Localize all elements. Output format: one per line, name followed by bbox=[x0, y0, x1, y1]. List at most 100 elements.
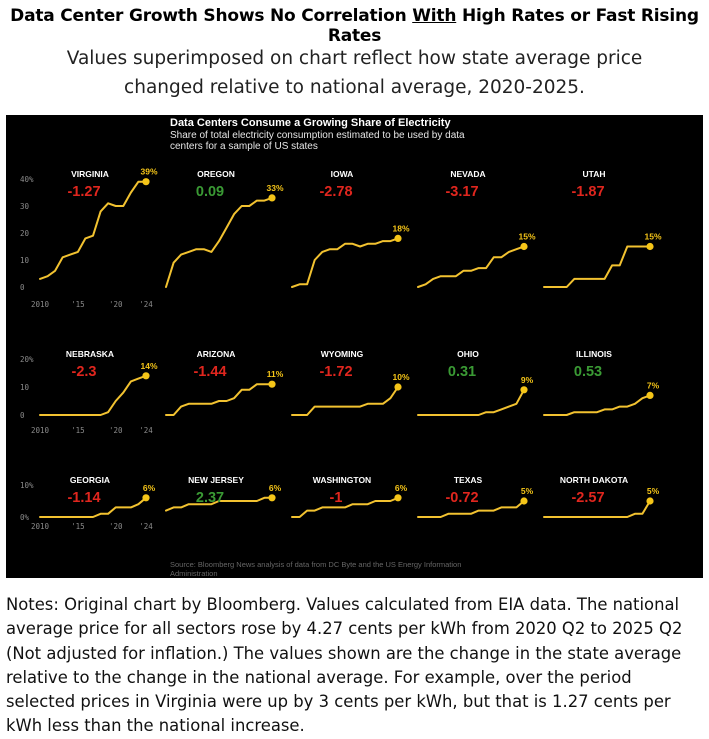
endpoint-dot-texas bbox=[520, 497, 528, 505]
price-delta-virginia: -1.27 bbox=[67, 184, 100, 200]
y-tick-label: 10% bbox=[20, 481, 34, 490]
x-tick-label: '24 bbox=[139, 522, 153, 531]
title-part-2: High Rates or Fast Rising Rates bbox=[327, 6, 699, 46]
series-line-iowa bbox=[291, 237, 399, 288]
endpoint-dot-north-dakota bbox=[646, 497, 654, 505]
price-delta-iowa: -2.78 bbox=[319, 184, 352, 200]
endpoint-dot-ohio bbox=[520, 386, 528, 394]
end-value-label-texas: 5% bbox=[521, 486, 534, 496]
series-line-georgia bbox=[39, 496, 147, 518]
series-line-texas bbox=[417, 500, 525, 518]
price-delta-nebraska: -2.3 bbox=[72, 364, 97, 380]
state-label-georgia: GEORGIA bbox=[70, 475, 110, 485]
end-value-label-illinois: 7% bbox=[647, 380, 660, 390]
series-line-illinois bbox=[543, 394, 651, 416]
x-tick-label: '15 bbox=[71, 522, 85, 531]
chart-source-line-2: Administration bbox=[170, 569, 218, 578]
price-delta-washington: -1 bbox=[330, 490, 343, 506]
endpoint-dot-nevada bbox=[520, 242, 528, 251]
series-line-new-jersey bbox=[165, 496, 273, 512]
state-label-virginia: VIRGINIA bbox=[71, 169, 109, 179]
end-value-label-washington: 6% bbox=[395, 483, 408, 493]
chart-subtitle-line-1: Share of total electricity consumption e… bbox=[170, 130, 465, 141]
price-delta-new-jersey: 2.37 bbox=[196, 490, 224, 506]
end-value-label-nevada: 15% bbox=[518, 232, 535, 242]
chart-panel: Data Centers Consume a Growing Share of … bbox=[6, 115, 703, 578]
x-tick-label: 2010 bbox=[31, 300, 50, 309]
end-value-label-ohio: 9% bbox=[521, 375, 534, 385]
x-tick-label: '20 bbox=[109, 426, 123, 435]
state-label-nevada: NEVADA bbox=[450, 169, 485, 179]
price-delta-illinois: 0.53 bbox=[574, 364, 602, 380]
price-delta-wyoming: -1.72 bbox=[319, 364, 352, 380]
price-delta-oregon: 0.09 bbox=[196, 184, 224, 200]
price-delta-texas: -0.72 bbox=[445, 490, 478, 506]
y-tick-label: 0 bbox=[20, 411, 25, 420]
state-label-texas: TEXAS bbox=[454, 475, 483, 485]
state-label-oregon: OREGON bbox=[197, 169, 235, 179]
series-line-ohio bbox=[417, 388, 525, 416]
endpoint-dot-illinois bbox=[646, 391, 654, 399]
state-label-ohio: OHIO bbox=[457, 349, 479, 359]
series-line-nebraska bbox=[39, 374, 147, 416]
endpoint-dot-virginia bbox=[142, 178, 150, 186]
end-value-label-new-jersey: 6% bbox=[269, 483, 282, 493]
chart-title: Data Centers Consume a Growing Share of … bbox=[170, 117, 451, 129]
x-tick-label: 2010 bbox=[31, 522, 50, 531]
small-multiples-chart: Data Centers Consume a Growing Share of … bbox=[20, 117, 662, 578]
endpoint-dot-wyoming bbox=[394, 383, 402, 391]
end-value-label-utah: 15% bbox=[644, 232, 661, 242]
state-label-utah: UTAH bbox=[583, 169, 606, 179]
series-line-washington bbox=[291, 496, 399, 518]
y-tick-label: 20% bbox=[20, 355, 34, 364]
x-tick-label: '20 bbox=[109, 300, 123, 309]
page-title: Data Center Growth Shows No Correlation … bbox=[0, 6, 709, 46]
end-value-label-wyoming: 10% bbox=[392, 372, 409, 382]
series-line-oregon bbox=[165, 196, 273, 288]
series-line-virginia bbox=[39, 180, 147, 280]
page-subtitle: Values superimposed on chart reflect how… bbox=[66, 48, 643, 98]
series-line-arizona bbox=[165, 383, 273, 416]
state-label-wyoming: WYOMING bbox=[321, 349, 364, 359]
chart-subtitle-line-2: centers for a sample of US states bbox=[170, 141, 318, 152]
state-label-nebraska: NEBRASKA bbox=[66, 349, 114, 359]
end-value-label-georgia: 6% bbox=[143, 483, 156, 493]
end-value-label-virginia: 39% bbox=[140, 167, 157, 177]
endpoint-dot-georgia bbox=[142, 494, 150, 502]
endpoint-dot-oregon bbox=[268, 194, 276, 202]
chart-source-line-1: Source: Bloomberg News analysis of data … bbox=[170, 560, 461, 569]
endpoint-dot-new-jersey bbox=[268, 494, 276, 502]
end-value-label-north-dakota: 5% bbox=[647, 486, 660, 496]
state-label-iowa: IOWA bbox=[331, 169, 354, 179]
end-value-label-iowa: 18% bbox=[392, 223, 409, 233]
endpoint-dot-iowa bbox=[394, 234, 402, 242]
y-tick-label: 0% bbox=[20, 513, 30, 522]
y-tick-label: 10 bbox=[20, 256, 30, 265]
series-line-utah bbox=[543, 245, 651, 288]
end-value-label-oregon: 33% bbox=[266, 183, 283, 193]
y-tick-label: 30 bbox=[20, 202, 30, 211]
endpoint-dot-washington bbox=[394, 494, 402, 502]
price-delta-nevada: -3.17 bbox=[445, 184, 478, 200]
y-tick-label: 0 bbox=[20, 283, 25, 292]
endpoint-dot-utah bbox=[646, 242, 654, 251]
title-emphasis: With bbox=[412, 6, 457, 26]
series-line-wyoming bbox=[291, 386, 399, 416]
price-delta-arizona: -1.44 bbox=[193, 364, 226, 380]
title-part-1: Data Center Growth Shows No Correlation bbox=[10, 6, 413, 26]
x-tick-label: 2010 bbox=[31, 426, 50, 435]
x-tick-label: '24 bbox=[139, 300, 153, 309]
y-tick-label: 10 bbox=[20, 383, 30, 392]
state-label-illinois: ILLINOIS bbox=[576, 349, 612, 359]
x-tick-label: '24 bbox=[139, 426, 153, 435]
price-delta-utah: -1.87 bbox=[571, 184, 604, 200]
y-tick-label: 40% bbox=[20, 175, 34, 184]
price-delta-north-dakota: -2.57 bbox=[571, 490, 604, 506]
notes-text: Notes: Original chart by Bloomberg. Valu… bbox=[6, 595, 683, 736]
end-value-label-arizona: 11% bbox=[267, 369, 284, 379]
state-label-washington: WASHINGTON bbox=[313, 475, 371, 485]
end-value-label-nebraska: 14% bbox=[140, 361, 157, 371]
state-label-arizona: ARIZONA bbox=[197, 349, 236, 359]
x-tick-label: '15 bbox=[71, 300, 85, 309]
endpoint-dot-nebraska bbox=[142, 372, 150, 380]
